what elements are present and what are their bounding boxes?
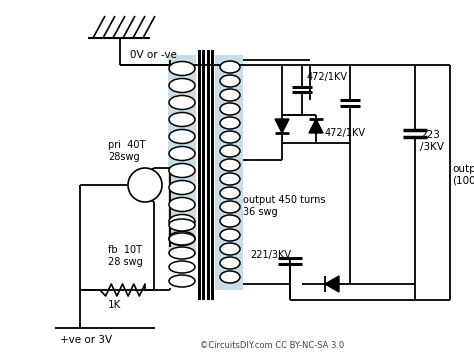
Polygon shape bbox=[309, 119, 323, 133]
Ellipse shape bbox=[220, 75, 240, 87]
Bar bbox=[207, 50, 210, 300]
Bar bbox=[211, 50, 214, 300]
Ellipse shape bbox=[220, 145, 240, 157]
Text: 1K: 1K bbox=[108, 300, 121, 310]
Ellipse shape bbox=[169, 261, 195, 273]
Ellipse shape bbox=[220, 117, 240, 129]
Text: pri  40T
28swg: pri 40T 28swg bbox=[108, 140, 146, 162]
Ellipse shape bbox=[169, 233, 195, 245]
Text: output
(100KV): output (100KV) bbox=[452, 164, 474, 186]
Text: 223
/3KV: 223 /3KV bbox=[420, 130, 444, 152]
Ellipse shape bbox=[169, 231, 195, 246]
Ellipse shape bbox=[169, 130, 195, 143]
Ellipse shape bbox=[169, 95, 195, 109]
Text: 221/3KV: 221/3KV bbox=[250, 250, 291, 260]
Text: +ve or 3V: +ve or 3V bbox=[60, 335, 112, 345]
Ellipse shape bbox=[220, 61, 240, 73]
Ellipse shape bbox=[220, 215, 240, 227]
Ellipse shape bbox=[220, 159, 240, 171]
Ellipse shape bbox=[169, 219, 195, 231]
Ellipse shape bbox=[169, 113, 195, 126]
Ellipse shape bbox=[220, 131, 240, 143]
Ellipse shape bbox=[220, 103, 240, 115]
Ellipse shape bbox=[169, 197, 195, 212]
Ellipse shape bbox=[220, 187, 240, 199]
Bar bbox=[202, 50, 205, 300]
Text: 472/1KV: 472/1KV bbox=[325, 128, 366, 138]
Text: ©CircuitsDIY.com CC BY-NC-SA 3.0: ©CircuitsDIY.com CC BY-NC-SA 3.0 bbox=[200, 341, 344, 350]
Text: output 450 turns
36 swg: output 450 turns 36 swg bbox=[243, 195, 326, 217]
Ellipse shape bbox=[220, 229, 240, 241]
Ellipse shape bbox=[169, 147, 195, 160]
Ellipse shape bbox=[169, 275, 195, 287]
Text: fb  10T
28 swg: fb 10T 28 swg bbox=[108, 245, 143, 267]
Text: 0V or -ve: 0V or -ve bbox=[130, 50, 177, 60]
Polygon shape bbox=[275, 119, 289, 133]
Ellipse shape bbox=[220, 173, 240, 185]
Ellipse shape bbox=[220, 271, 240, 283]
Ellipse shape bbox=[220, 243, 240, 255]
Bar bbox=[198, 50, 201, 300]
Ellipse shape bbox=[220, 89, 240, 101]
Text: 472/1KV: 472/1KV bbox=[307, 72, 348, 82]
Ellipse shape bbox=[169, 214, 195, 229]
Circle shape bbox=[128, 168, 162, 202]
Polygon shape bbox=[325, 276, 339, 292]
Bar bbox=[215, 55, 243, 290]
Ellipse shape bbox=[169, 61, 195, 76]
Ellipse shape bbox=[169, 78, 195, 93]
Ellipse shape bbox=[169, 164, 195, 178]
Ellipse shape bbox=[169, 180, 195, 195]
Ellipse shape bbox=[169, 247, 195, 259]
Ellipse shape bbox=[220, 257, 240, 269]
Bar bbox=[168, 55, 196, 255]
Ellipse shape bbox=[220, 201, 240, 213]
